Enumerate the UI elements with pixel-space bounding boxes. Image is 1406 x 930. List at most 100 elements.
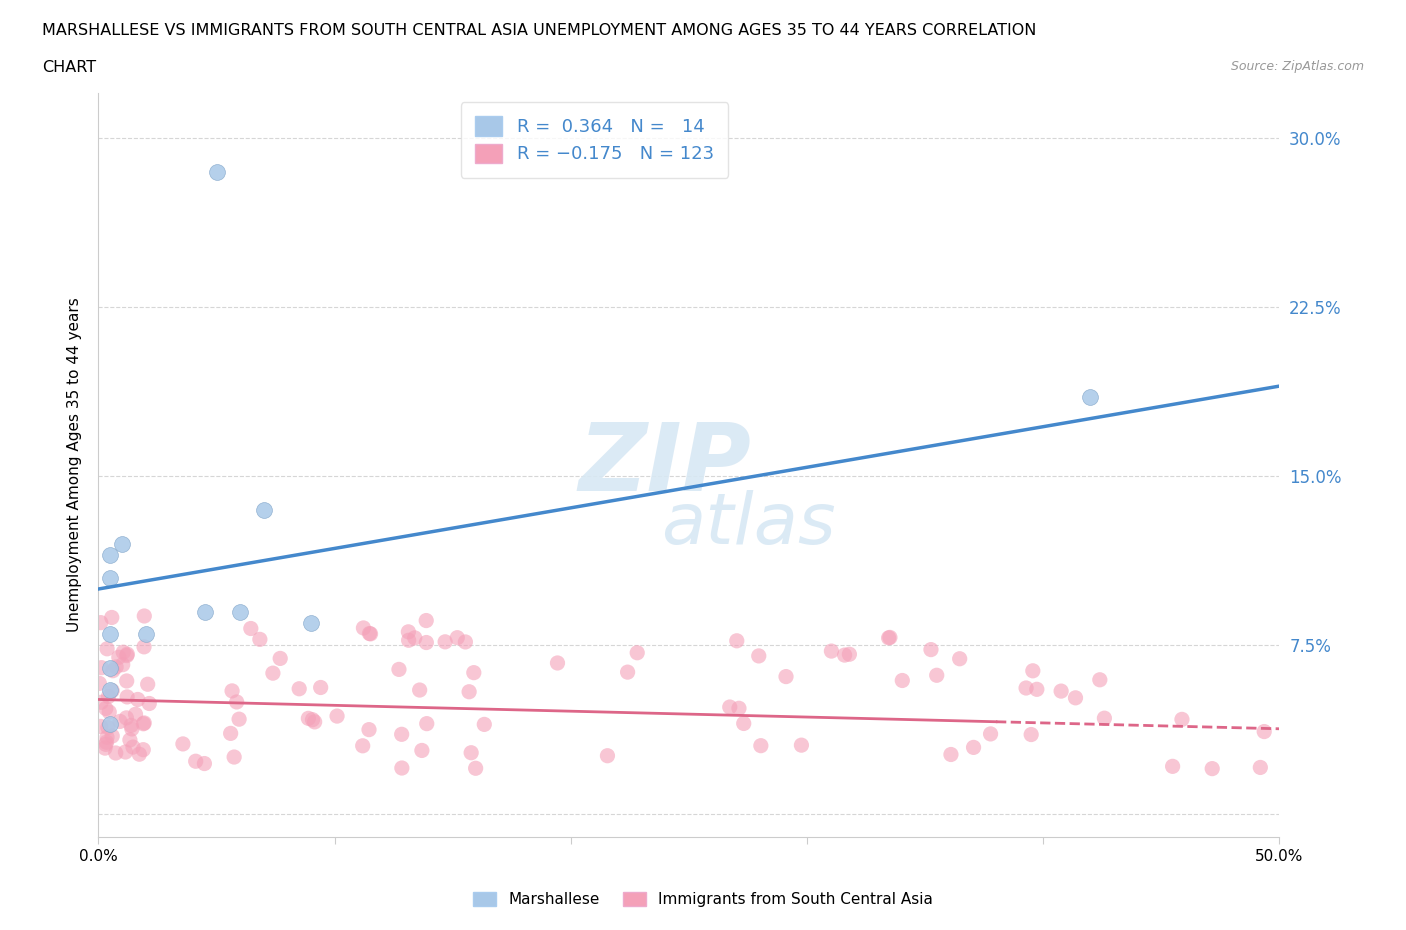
Point: [391, 727, 413, 742]
Point: [98, 717, 121, 732]
Point: [104, 746, 127, 761]
Point: [359, 626, 381, 641]
Point: [411, 743, 433, 758]
Point: [980, 726, 1002, 741]
Point: [111, 537, 134, 551]
Point: [228, 711, 250, 726]
Point: [301, 712, 323, 727]
Point: [117, 646, 139, 661]
Point: [939, 747, 962, 762]
Point: [229, 604, 252, 619]
Text: atlas: atlas: [661, 490, 835, 559]
Point: [94, 740, 117, 755]
Point: [626, 645, 648, 660]
Point: [1080, 390, 1102, 405]
Point: [464, 761, 486, 776]
Point: [838, 646, 860, 661]
Point: [98, 570, 121, 585]
Text: Source: ZipAtlas.com: Source: ZipAtlas.com: [1230, 60, 1364, 73]
Point: [949, 651, 972, 666]
Point: [114, 745, 136, 760]
Point: [105, 659, 128, 674]
Point: [96, 642, 118, 657]
Point: [172, 737, 194, 751]
Point: [269, 651, 291, 666]
Point: [101, 610, 124, 625]
Point: [132, 742, 155, 757]
Point: [118, 733, 141, 748]
Point: [97, 720, 120, 735]
Point: [136, 677, 159, 692]
Point: [127, 692, 149, 707]
Point: [219, 726, 242, 741]
Point: [1088, 672, 1111, 687]
Point: [239, 621, 262, 636]
Point: [357, 723, 380, 737]
Point: [112, 644, 135, 659]
Point: [1064, 690, 1087, 705]
Point: [360, 627, 382, 642]
Point: [225, 695, 247, 710]
Point: [122, 739, 145, 754]
Point: [205, 165, 228, 179]
Point: [877, 631, 900, 645]
Point: [596, 749, 619, 764]
Point: [775, 670, 797, 684]
Point: [1015, 681, 1038, 696]
Text: CHART: CHART: [42, 60, 96, 75]
Point: [90, 719, 112, 734]
Point: [1171, 712, 1194, 727]
Point: [547, 656, 569, 671]
Point: [391, 761, 413, 776]
Point: [725, 633, 748, 648]
Point: [221, 684, 243, 698]
Point: [309, 680, 332, 695]
Point: [135, 627, 157, 642]
Point: [1019, 727, 1042, 742]
Point: [304, 714, 326, 729]
Point: [124, 707, 146, 722]
Point: [90, 695, 112, 710]
Point: [299, 616, 322, 631]
Point: [262, 666, 284, 681]
Legend: Marshallese, Immigrants from South Central Asia: Marshallese, Immigrants from South Centr…: [467, 885, 939, 913]
Point: [98, 627, 121, 642]
Point: [925, 668, 948, 683]
Point: [101, 663, 124, 678]
Point: [962, 740, 984, 755]
Point: [1092, 711, 1115, 725]
Point: [194, 604, 217, 619]
Point: [134, 715, 156, 730]
Point: [115, 711, 138, 725]
Point: [416, 716, 439, 731]
Point: [460, 745, 482, 760]
Point: [297, 711, 319, 725]
Point: [128, 747, 150, 762]
Point: [115, 673, 138, 688]
Point: [1201, 761, 1223, 776]
Point: [115, 648, 138, 663]
Point: [728, 701, 751, 716]
Point: [352, 620, 374, 635]
Point: [224, 750, 246, 764]
Point: [748, 648, 770, 663]
Point: [415, 613, 437, 628]
Legend: R =  0.364   N =   14, R = −0.175   N = 123: R = 0.364 N = 14, R = −0.175 N = 123: [461, 102, 728, 178]
Point: [115, 689, 138, 704]
Point: [454, 634, 477, 649]
Point: [820, 644, 842, 658]
Point: [1249, 760, 1271, 775]
Point: [1253, 724, 1275, 739]
Point: [98, 548, 121, 563]
Point: [472, 717, 495, 732]
Point: [193, 756, 215, 771]
Point: [90, 616, 112, 631]
Point: [101, 728, 124, 743]
Point: [1025, 682, 1047, 697]
Point: [108, 650, 131, 665]
Point: [326, 709, 349, 724]
Point: [96, 735, 118, 750]
Point: [288, 682, 311, 697]
Point: [108, 714, 131, 729]
Point: [891, 673, 914, 688]
